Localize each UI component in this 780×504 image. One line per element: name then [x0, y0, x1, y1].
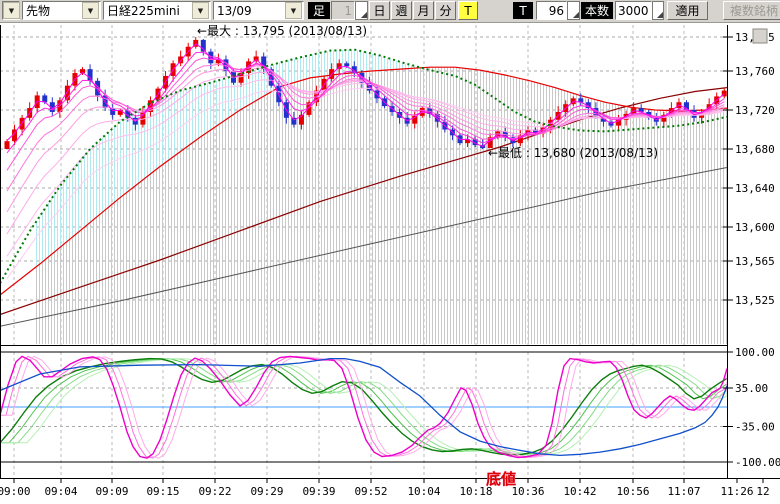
- tick-count-label: T: [513, 2, 533, 19]
- hatch-cyan-area: [35, 49, 419, 268]
- ma-green-dotted: [0, 48, 728, 284]
- bar-count-label: 本数: [581, 2, 613, 19]
- symbol-combo-value: 日経225mini: [107, 4, 180, 18]
- svg-text:11:26: 11:26: [720, 485, 753, 498]
- contract-combo-value: 13/09: [217, 3, 252, 18]
- svg-text:10:04: 10:04: [407, 485, 440, 498]
- oscillator: [0, 355, 728, 459]
- market-combo-value: 先物: [26, 4, 51, 18]
- bar-count-value: 3000: [615, 1, 652, 20]
- chevron-down-icon[interactable]: ▼: [3, 2, 20, 19]
- svg-text:11:07: 11:07: [667, 485, 700, 498]
- stepper-corner-icon[interactable]: ◢: [355, 1, 368, 20]
- svg-text:13,680: 13,680: [735, 143, 775, 156]
- chevron-down-icon[interactable]: ▼: [192, 2, 209, 19]
- bottom-value-annotation: 底値: [486, 470, 516, 488]
- period-minute-button[interactable]: 分: [435, 1, 456, 20]
- multi-symbol-button[interactable]: 複数銘柄: [723, 1, 780, 20]
- svg-text:09:00: 09:00: [0, 485, 31, 498]
- svg-text:13,565: 13,565: [735, 255, 775, 268]
- market-combo[interactable]: 先物 ▼: [22, 1, 101, 20]
- preset-combo[interactable]: ▼: [2, 1, 20, 20]
- contract-month-combo[interactable]: 13/09 ▼: [213, 1, 304, 20]
- period-month-button[interactable]: 月: [413, 1, 434, 20]
- axes: [0, 25, 780, 483]
- svg-text:09:52: 09:52: [354, 485, 387, 498]
- ma-lines: [0, 66, 728, 327]
- svg-text:13,600: 13,600: [735, 221, 775, 234]
- annotations: ←最大 : 13,795 (2013/08/13) ←最低 : 13,680 (2…: [197, 24, 658, 488]
- ma-ribbon: [6, 43, 725, 279]
- bar-type-label: 足: [308, 2, 330, 19]
- svg-text:13,640: 13,640: [735, 182, 775, 195]
- svg-text:13,760: 13,760: [735, 65, 775, 78]
- interval-stepper[interactable]: 1 ◢: [331, 1, 368, 20]
- svg-text:09:15: 09:15: [146, 485, 179, 498]
- stepper-corner-icon[interactable]: ◢: [567, 1, 580, 20]
- min-price-annotation: ←最低 : 13,680 (2013/08/13): [488, 146, 658, 160]
- svg-text:09:22: 09:22: [198, 485, 231, 498]
- svg-text:13,525: 13,525: [735, 294, 775, 307]
- period-day-button[interactable]: 日: [369, 1, 390, 20]
- svg-text:09:04: 09:04: [44, 485, 77, 498]
- interval-value: 1: [331, 1, 355, 20]
- chevron-down-icon[interactable]: ▼: [82, 2, 99, 19]
- tick-count-stepper[interactable]: 96 ◢: [536, 1, 580, 20]
- hatch-gray-area: [35, 67, 727, 344]
- svg-text:-100.00: -100.00: [735, 456, 780, 469]
- svg-text:10:36: 10:36: [511, 485, 544, 498]
- svg-text:12: 12: [756, 485, 769, 498]
- svg-text:09:09: 09:09: [95, 485, 128, 498]
- max-price-annotation: ←最大 : 13,795 (2013/08/13): [197, 24, 367, 38]
- scroll-stub: [752, 28, 768, 44]
- svg-text:13,720: 13,720: [735, 104, 775, 117]
- svg-text:09:39: 09:39: [302, 485, 335, 498]
- tick-count-value: 96: [536, 1, 567, 20]
- svg-text:10:18: 10:18: [459, 485, 492, 498]
- svg-text:35.00: 35.00: [735, 382, 768, 395]
- bar-count-stepper[interactable]: 3000 ◢: [615, 1, 664, 20]
- toolbar: ▼ 先物 ▼ 日経225mini ▼ 13/09 ▼ 足 1 ◢ 日 週 月 分…: [0, 0, 780, 23]
- stepper-corner-icon[interactable]: ◢: [651, 1, 664, 20]
- symbol-combo[interactable]: 日経225mini ▼: [103, 1, 211, 20]
- svg-text:-35.00: -35.00: [735, 420, 775, 433]
- svg-text:10:42: 10:42: [563, 485, 596, 498]
- svg-text:100.00: 100.00: [735, 346, 775, 359]
- tick-mode-button[interactable]: T: [458, 1, 478, 20]
- period-week-button[interactable]: 週: [391, 1, 412, 20]
- apply-button[interactable]: 適用: [667, 1, 708, 20]
- svg-text:10:56: 10:56: [616, 485, 649, 498]
- chevron-down-icon[interactable]: ▼: [285, 2, 302, 19]
- svg-text:09:29: 09:29: [250, 485, 283, 498]
